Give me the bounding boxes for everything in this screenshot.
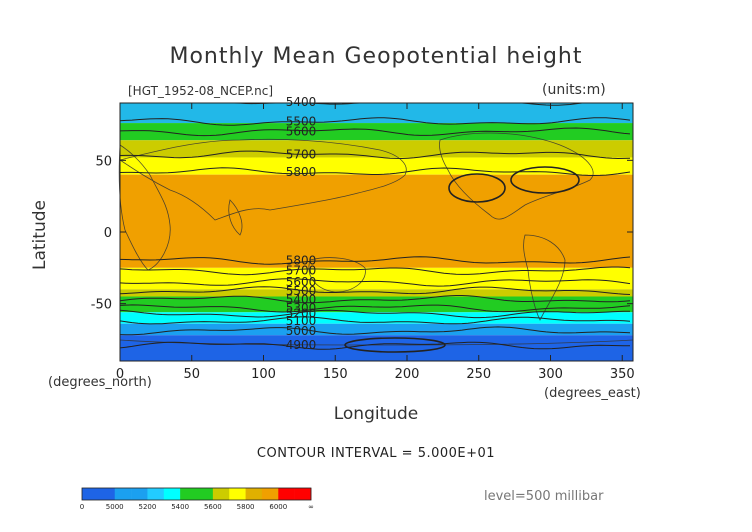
low-contour-southern: [344, 337, 446, 353]
y-tick-label-50: 50: [95, 154, 112, 169]
contour-interval-label: CONTOUR INTERVAL = 5.000E+01: [256, 446, 496, 461]
colorbar-cell-9: [229, 488, 246, 500]
contour-line-5800: [119, 256, 631, 265]
band-5: [120, 267, 633, 290]
y-ticks: 50 0 -50: [91, 154, 633, 313]
contour-line-5700: [119, 266, 631, 276]
contour-lines: [119, 102, 631, 350]
contour-line-5600: [119, 278, 631, 287]
x-ticks: 0 50 100 150 200 250 300 350: [116, 103, 635, 382]
colorbar-label-4: 5600: [204, 503, 222, 511]
contour-line-5400: [119, 295, 631, 304]
x-tick-label-0: 0: [116, 367, 124, 382]
colorbar-label-7: ∞: [308, 503, 314, 511]
band-9: [120, 323, 633, 336]
contour-label-5400: 5400: [286, 292, 317, 306]
band-0: [120, 103, 633, 124]
contour-label-5600: 5600: [286, 275, 317, 289]
color-bands: [120, 103, 633, 361]
contour-label-5100: 5100: [286, 314, 317, 328]
band-10: [120, 335, 633, 361]
contour-label-4900: 4900: [286, 338, 317, 352]
colorbar-cell-4: [147, 488, 165, 500]
colorbar-cell-7: [196, 488, 214, 500]
contour-label-5700: 5700: [286, 148, 317, 162]
colorbar-frame: [81, 487, 312, 501]
colorbar-cell-0: [82, 488, 99, 500]
contour-label-5500: 5500: [286, 284, 317, 298]
closed-contours: [344, 166, 580, 353]
colorbar: 0 5000 5200 5400 5600 5800 6000 ∞: [80, 487, 314, 511]
colorbar-cell-8: [212, 488, 230, 500]
x-tick-label-50: 50: [183, 367, 200, 382]
colorbar-cell-13: [294, 488, 312, 500]
contour-line-5700: [119, 150, 631, 160]
colorbar-label-6: 6000: [269, 503, 287, 511]
colorbar-cell-6: [180, 488, 197, 500]
y-tick-label-0: 0: [104, 226, 112, 241]
colorbar-label-2: 5200: [139, 503, 157, 511]
colorbar-cell-5: [163, 488, 181, 500]
high-contour-americas: [448, 173, 506, 203]
x-tick-label-150: 150: [323, 367, 348, 382]
x-axis-label: Longitude: [333, 404, 419, 424]
colorbar-cell-1: [98, 488, 116, 500]
contour-line-5100: [119, 316, 631, 325]
colorbar-label-5: 5800: [237, 503, 255, 511]
contour-line-4900: [119, 341, 631, 350]
colorbar-label-1: 5000: [106, 503, 124, 511]
colorbar-cell-12: [278, 488, 295, 500]
contour-line-5500: [119, 286, 631, 295]
coastline-eurasia: [119, 138, 407, 221]
colorbar-cell-10: [245, 488, 263, 500]
colorbar-cell-2: [114, 488, 132, 500]
y-tick-label--50: -50: [91, 298, 112, 313]
contour-label-5300: 5300: [286, 301, 317, 315]
contour-label-5400: 5400: [286, 95, 317, 109]
coastline-india: [228, 199, 243, 236]
band-1: [120, 123, 633, 141]
band-8: [120, 312, 633, 324]
x-tick-label-350: 350: [610, 367, 635, 382]
colorbar-label-3: 5400: [171, 503, 189, 511]
band-4: [120, 174, 633, 268]
x-tick-label-200: 200: [395, 367, 420, 382]
colorbar-cell-11: [261, 488, 279, 500]
x-tick-label-250: 250: [466, 367, 491, 382]
x-unit-label-east: (degrees_east): [544, 386, 641, 401]
level-label: level=500 millibar: [484, 489, 604, 504]
contour-label-5800: 5800: [286, 165, 317, 179]
x-tick-label-100: 100: [251, 367, 276, 382]
band-2: [120, 140, 633, 158]
colorbar-cell-3: [131, 488, 148, 500]
contour-line-5300: [119, 304, 631, 313]
coastline-australia: [308, 257, 366, 293]
contour-labels: 5400550056005700580058005700560055005400…: [286, 95, 317, 352]
units-label: (units:m): [542, 82, 606, 98]
x-tick-label-300: 300: [538, 367, 563, 382]
contour-label-5600: 5600: [286, 125, 317, 139]
band-3: [120, 157, 633, 175]
coastline-north-america: [439, 132, 594, 220]
contour-label-5800: 5800: [286, 254, 317, 268]
colorbar-label-0: 0: [80, 503, 84, 511]
contour-label-5700: 5700: [286, 264, 317, 278]
high-contour-atlantic: [510, 166, 580, 194]
contour-label-5000: 5000: [286, 324, 317, 338]
x-unit-label: (degrees_north): [48, 375, 152, 390]
chart-title: Monthly Mean Geopotential height: [169, 44, 583, 69]
contour-line-5000: [119, 326, 631, 336]
contour-label-5500: 5500: [286, 115, 317, 129]
contour-label-5200: 5200: [286, 307, 317, 321]
contour-line-5600: [119, 127, 631, 137]
contour-line-5500: [119, 117, 631, 126]
contour-line-5800: [119, 167, 631, 177]
file-name-label: [HGT_1952-08_NCEP.nc]: [128, 84, 274, 98]
band-6: [120, 289, 633, 297]
contour-line-5200: [119, 309, 631, 319]
coastline-south-america: [523, 234, 566, 321]
